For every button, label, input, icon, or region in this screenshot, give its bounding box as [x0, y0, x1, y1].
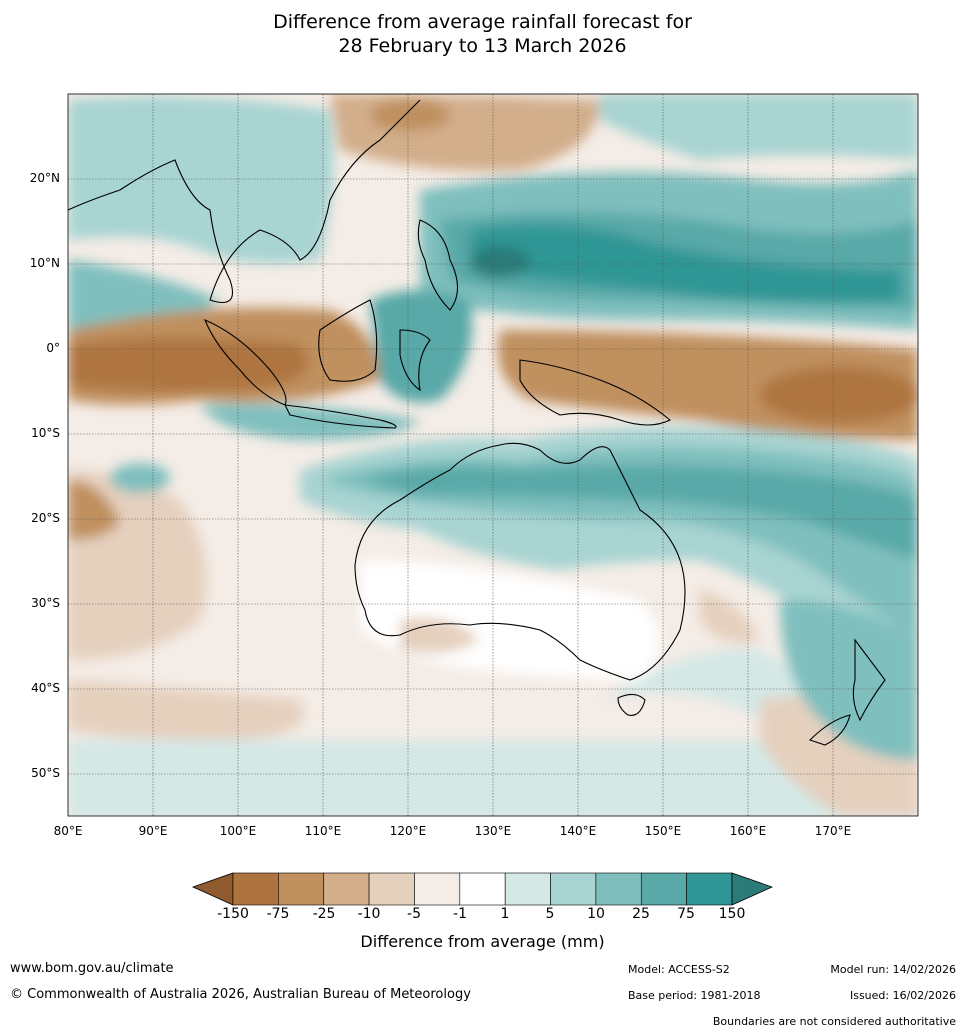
map-frame: [67, 93, 919, 817]
asia-coastline: [68, 99, 421, 304]
colorbar: [191, 872, 774, 906]
colorbar-cell: [550, 872, 597, 906]
lat-label-40s: 40°S: [31, 681, 60, 695]
colorbar-extend-high: [731, 872, 774, 906]
model-text: Model: ACCESS-S2: [628, 963, 730, 976]
colorbar-label: 5: [545, 906, 555, 922]
lat-label-20s: 20°S: [31, 511, 60, 525]
sulawesi-coastline: [399, 329, 431, 392]
colorbar-cell: [459, 872, 506, 906]
philippines-coastline: [417, 219, 459, 311]
colorbar-label: 10: [587, 906, 605, 922]
colorbar-cell: [368, 872, 415, 906]
issued-text: Issued: 16/02/2026: [849, 989, 956, 1002]
disclaimer-text: Boundaries are not considered authoritat…: [712, 1015, 956, 1028]
colorbar-label: -75: [266, 906, 290, 922]
colorbar-cell: [278, 872, 325, 906]
colorbar-cell: [595, 872, 642, 906]
title-line-2: 28 February to 13 March 2026: [338, 35, 627, 57]
base-period-text: Base period: 1981-2018: [628, 989, 761, 1002]
colorbar-label: 75: [677, 906, 695, 922]
lat-label-0: 0°: [46, 341, 60, 355]
lat-label-10s: 10°S: [31, 426, 60, 440]
australia-coastline: [354, 442, 686, 681]
borneo-coastline: [318, 299, 378, 382]
coastlines: [68, 99, 886, 746]
lon-label-100e: 100°E: [219, 824, 257, 838]
java-coastline: [284, 404, 397, 429]
lon-label-160e: 160°E: [729, 824, 767, 838]
colorbar-cell: [323, 872, 370, 906]
colorbar-label: -10: [357, 906, 381, 922]
colorbar-label: -150: [217, 906, 249, 922]
lon-label-80e: 80°E: [53, 824, 83, 838]
colorbar-extend-low: [191, 872, 234, 906]
tasmania-coastline: [617, 693, 646, 716]
model-run-text: Model run: 14/02/2026: [830, 963, 956, 976]
lon-label-140e: 140°E: [559, 824, 597, 838]
colorbar-label: 1: [500, 906, 510, 922]
lon-label-90e: 90°E: [138, 824, 168, 838]
lon-label-150e: 150°E: [644, 824, 682, 838]
copyright-text: © Commonwealth of Australia 2026, Austra…: [10, 987, 471, 1002]
colorbar-label: -5: [407, 906, 421, 922]
lon-label-110e: 110°E: [304, 824, 342, 838]
lon-label-120e: 120°E: [389, 824, 427, 838]
colorbar-label: -25: [312, 906, 336, 922]
map-title: Difference from average rainfall forecas…: [0, 10, 965, 58]
new-zealand-north-coastline: [852, 638, 886, 722]
colorbar-label: -1: [453, 906, 467, 922]
lat-label-50s: 50°S: [31, 766, 60, 780]
colorbar-cell: [640, 872, 687, 906]
lat-label-10n: 10°N: [29, 256, 60, 270]
colorbar-label: 150: [718, 906, 746, 922]
colorbar-title: Difference from average (mm): [360, 932, 605, 951]
new-zealand-south-coastline: [808, 714, 851, 746]
new-guinea-coastline: [519, 359, 671, 426]
lon-label-130e: 130°E: [474, 824, 512, 838]
graticule: [68, 94, 918, 816]
website-link[interactable]: www.bom.gov.au/climate: [10, 961, 174, 976]
colorbar-label: 25: [632, 906, 650, 922]
rainfall-anomaly-field: [68, 94, 918, 816]
colorbar-cell: [504, 872, 551, 906]
colorbar-cell: [232, 872, 279, 906]
lon-label-170e: 170°E: [814, 824, 852, 838]
colorbar-cell: [686, 872, 733, 906]
lat-label-20n: 20°N: [29, 171, 60, 185]
colorbar-cell: [414, 872, 461, 906]
lat-label-30s: 30°S: [31, 596, 60, 610]
title-line-1: Difference from average rainfall forecas…: [273, 11, 692, 33]
